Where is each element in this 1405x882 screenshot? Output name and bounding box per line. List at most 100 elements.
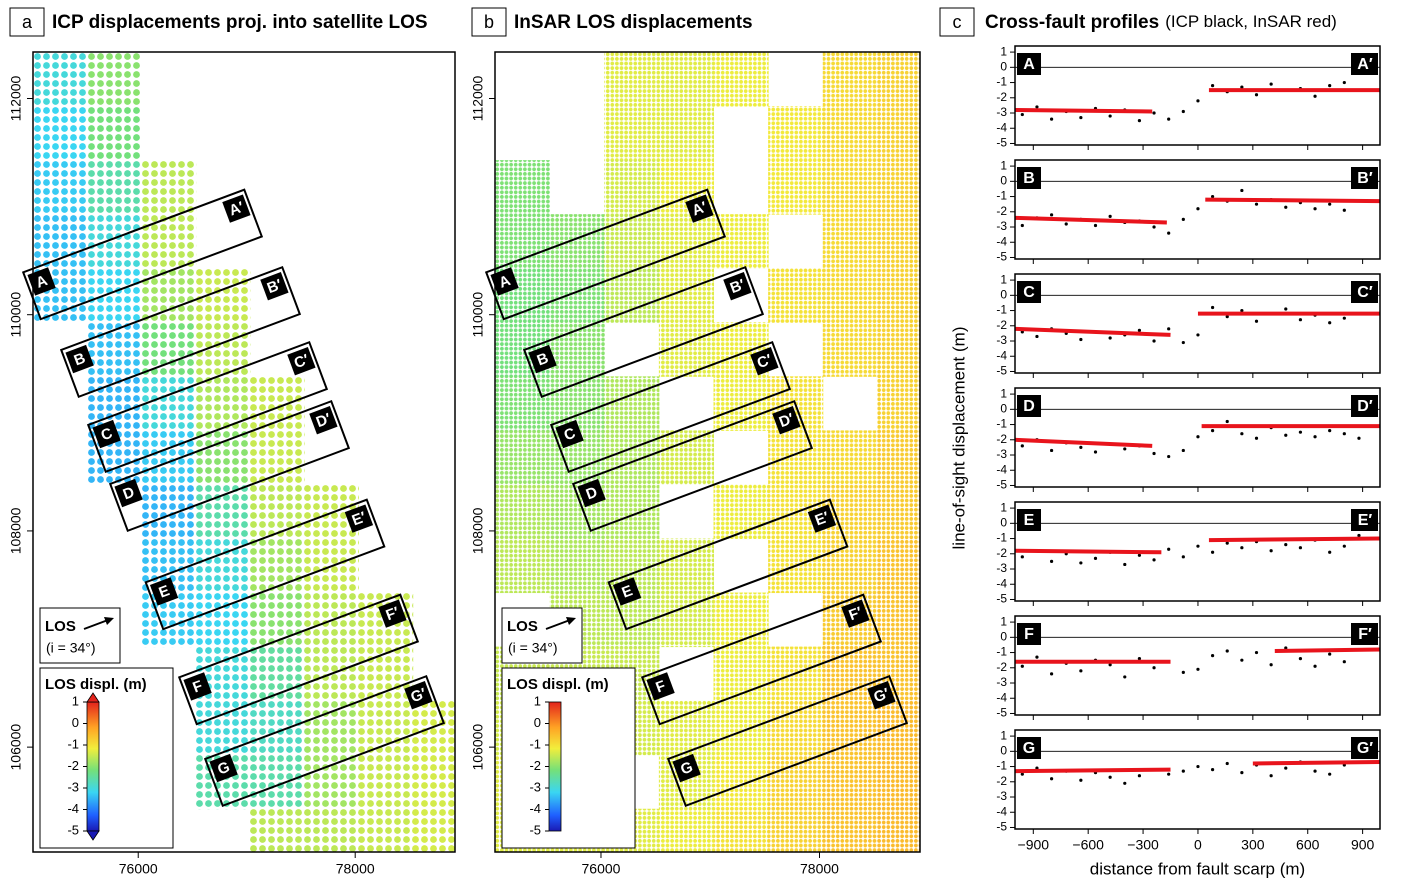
profile-label: B′ (265, 276, 285, 297)
map-cell (713, 376, 769, 431)
map-cell (249, 376, 305, 431)
map-cell (33, 214, 88, 269)
y-tick-label: -2 (996, 90, 1007, 104)
y-tick-label: 112000 (8, 75, 24, 121)
y-tick-label: -3 (996, 789, 1007, 803)
y-tick-label: 110000 (8, 292, 24, 338)
map-cell (549, 538, 605, 594)
map-cell (768, 430, 824, 485)
icp-point (1108, 775, 1112, 779)
map-cell (713, 754, 769, 810)
colorbar-box (39, 667, 174, 849)
profile-label: C (1023, 284, 1035, 301)
profile-label-box (1017, 623, 1041, 645)
icp-point (1123, 562, 1127, 567)
y-tick-label: -4 (996, 234, 1007, 248)
map-cell (822, 268, 878, 323)
icp-point (1284, 433, 1288, 437)
map-cell (249, 430, 305, 485)
insar-fit (1014, 548, 1162, 555)
map-cell (877, 754, 920, 810)
icp-point (1181, 670, 1185, 674)
y-axis-label: line-of-sight displacement (m) (949, 327, 968, 550)
map-cell (549, 214, 605, 269)
colorbar-tick-label: -4 (67, 801, 79, 816)
y-tick-label: -3 (996, 447, 1007, 461)
map-cell (412, 700, 455, 756)
map-cell (658, 700, 715, 756)
icp-point (1328, 321, 1332, 325)
map-cell (249, 484, 305, 539)
insar-fit (1014, 326, 1171, 337)
profile-label: C′ (292, 351, 312, 372)
map-cell (658, 538, 715, 594)
icp-point (1269, 663, 1273, 667)
profile-label-box (114, 478, 143, 508)
colorbar-tick-label: 1 (72, 693, 79, 708)
colorbar-tick-label: -3 (529, 779, 541, 794)
icp-point (1357, 533, 1361, 538)
y-tick-label: -3 (996, 333, 1007, 347)
profile-label-box (841, 599, 870, 628)
profile-label: D′ (314, 410, 334, 431)
icp-point (1313, 664, 1317, 668)
profile-box (108, 399, 351, 533)
map-cell (195, 484, 251, 539)
icp-point (1298, 546, 1303, 550)
icp-point (1049, 672, 1054, 676)
icp-point (1240, 658, 1244, 662)
profile-box (21, 188, 264, 321)
map-cell (87, 52, 142, 107)
icp-point (1210, 550, 1215, 554)
profile-frame (1014, 615, 1381, 716)
y-tick-label: 1 (1000, 500, 1007, 514)
profile-label: B′ (728, 276, 748, 297)
y-tick-label: 0 (1000, 743, 1007, 757)
profile-label-box (646, 672, 675, 701)
profile-label-box (1017, 281, 1041, 303)
profile-box (144, 498, 386, 631)
icp-point (1123, 447, 1127, 451)
y-tick-label: -3 (996, 219, 1007, 233)
x-tick-label: 600 (1296, 837, 1320, 853)
profile-label-box (378, 599, 407, 628)
map-cell (877, 538, 920, 594)
profile-label-box (92, 419, 121, 449)
x-tick-label: 76000 (119, 861, 158, 877)
y-tick-label: 0 (1000, 629, 1007, 643)
profile-label-box (149, 577, 179, 606)
profile-label: A′ (1357, 56, 1373, 73)
map-cell (249, 808, 305, 852)
map-frame (32, 51, 456, 853)
icp-point (1328, 202, 1332, 206)
map-cell (195, 376, 251, 431)
map-cell (141, 484, 197, 539)
legend-box (39, 607, 121, 664)
insar-fit (1014, 107, 1153, 114)
profile-label: G (215, 758, 232, 778)
map-cell (877, 808, 920, 852)
panel-label: a (22, 12, 33, 32)
y-tick-label: -5 (996, 250, 1007, 264)
y-tick-label: -2 (996, 660, 1007, 674)
icp-point (1328, 84, 1332, 88)
profile-label-box (222, 194, 251, 223)
profile-box (203, 674, 446, 808)
y-tick-label: -4 (996, 804, 1007, 818)
icp-point (1020, 112, 1024, 117)
profile-label-box (209, 753, 238, 783)
icp-point (1196, 207, 1200, 211)
map-cell (358, 754, 414, 810)
icp-point (1079, 115, 1083, 120)
profile-label-box (750, 347, 779, 376)
icp-point (1225, 541, 1229, 545)
colorbar-title: LOS displ. (m) (507, 676, 609, 693)
map-cell (768, 106, 824, 161)
map-cell (877, 322, 920, 377)
icp-point (1079, 445, 1083, 449)
map-cell (877, 160, 920, 215)
icp-point (1225, 315, 1229, 319)
icp-point (1269, 82, 1273, 86)
panel-label-box (9, 7, 45, 37)
x-tick-label: −300 (1127, 837, 1159, 853)
